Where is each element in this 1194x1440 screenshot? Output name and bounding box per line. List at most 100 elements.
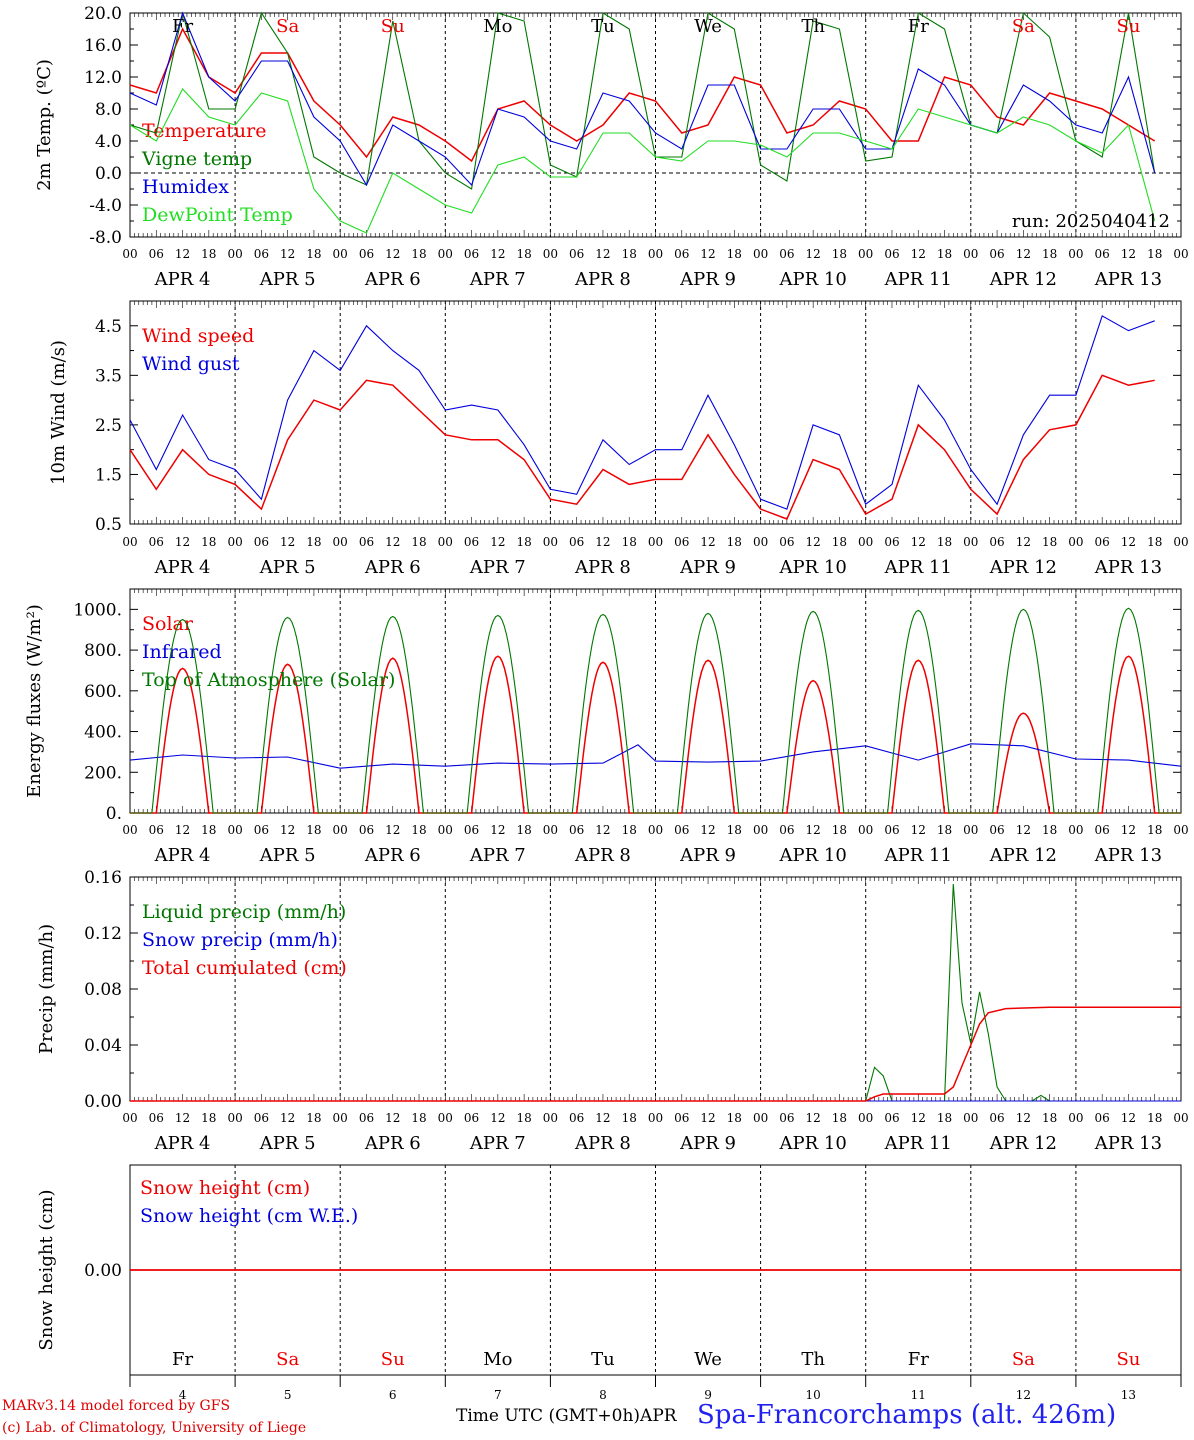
day-number-label: 6 — [389, 1388, 397, 1402]
day-number-label: 8 — [599, 1388, 607, 1402]
x-tick-label: 18 — [201, 1111, 216, 1125]
y-tick-label: 0.5 — [95, 515, 122, 535]
x-tick-label: 00 — [543, 823, 558, 837]
x-tick-label: 18 — [937, 247, 952, 261]
x-tick-label: 00 — [333, 535, 348, 549]
x-tick-label: 00 — [543, 247, 558, 261]
x-tick-label: 12 — [595, 823, 610, 837]
y-tick-label: 0.12 — [84, 924, 122, 944]
x-tick-label: 00 — [122, 535, 137, 549]
day-number-label: 10 — [806, 1388, 821, 1402]
y-tick-label: 2.5 — [95, 416, 122, 436]
date-label: APR 12 — [989, 557, 1057, 578]
x-tick-label: 00 — [753, 823, 768, 837]
x-tick-label: 12 — [1016, 535, 1031, 549]
x-tick-label: 06 — [779, 535, 794, 549]
weekday-label: Mo — [483, 16, 512, 37]
date-label: APR 13 — [1094, 269, 1162, 290]
x-tick-label: 18 — [201, 247, 216, 261]
weekday-label: We — [694, 16, 722, 37]
x-tick-label: 06 — [359, 535, 374, 549]
date-label: APR 10 — [779, 845, 847, 866]
x-tick-label: 00 — [122, 247, 137, 261]
weekday-label: Sa — [276, 16, 299, 37]
date-label: APR 7 — [469, 1133, 526, 1154]
legend-entry: Solar — [142, 613, 194, 635]
weekday-label: Tu — [591, 1349, 615, 1370]
legend-entry: Snow height (cm) — [140, 1177, 310, 1199]
date-label: APR 8 — [574, 269, 631, 290]
lab-credit: (c) Lab. of Climatology, University of L… — [2, 1420, 307, 1436]
x-tick-label: 18 — [516, 247, 531, 261]
x-tick-label: 00 — [1068, 823, 1083, 837]
series-line-humidex — [129, 11, 1156, 187]
weekday-label: Su — [1116, 1349, 1140, 1370]
time-axis-label: Time UTC (GMT+0h)APR — [456, 1406, 677, 1426]
y-tick-label: -4.0 — [89, 196, 122, 216]
model-credit: MARv3.14 model forced by GFS — [2, 1398, 231, 1414]
x-tick-label: 18 — [306, 535, 321, 549]
date-label: APR 11 — [884, 1133, 952, 1154]
x-tick-label: 18 — [306, 823, 321, 837]
x-tick-label: 00 — [227, 1111, 242, 1125]
day-number-label: 12 — [1016, 1388, 1031, 1402]
y-tick-label: 0.0 — [95, 164, 122, 184]
x-tick-label: 00 — [1068, 535, 1083, 549]
x-tick-label: 12 — [911, 1111, 926, 1125]
x-tick-label: 06 — [359, 247, 374, 261]
weekday-label: Sa — [276, 1349, 299, 1370]
x-tick-label: 12 — [175, 535, 190, 549]
x-tick-label: 18 — [411, 535, 426, 549]
date-label: APR 7 — [469, 269, 526, 290]
y-tick-label: 1000. — [73, 600, 122, 620]
x-tick-label: 00 — [753, 247, 768, 261]
x-tick-label: 18 — [937, 823, 952, 837]
y-tick-label: 4.5 — [95, 317, 122, 337]
weekday-label: Fr — [908, 1349, 929, 1370]
x-tick-label: 06 — [569, 535, 584, 549]
x-tick-label: 06 — [464, 247, 479, 261]
series-line-temperature — [129, 27, 1156, 163]
x-tick-label: 12 — [911, 535, 926, 549]
x-tick-label: 12 — [806, 535, 821, 549]
x-tick-label: 00 — [438, 1111, 453, 1125]
y-tick-label: 400. — [84, 723, 122, 743]
legend-entry: Vigne temp — [141, 148, 252, 170]
x-tick-label: 00 — [648, 823, 663, 837]
x-tick-label: 12 — [595, 1111, 610, 1125]
x-tick-label: 18 — [1147, 535, 1162, 549]
date-label: APR 10 — [779, 1133, 847, 1154]
legend-entry: Humidex — [142, 176, 229, 198]
x-tick-label: 18 — [201, 823, 216, 837]
legend-entry: Liquid precip (mm/h) — [142, 901, 346, 923]
x-tick-label: 06 — [884, 247, 899, 261]
x-tick-label: 06 — [779, 1111, 794, 1125]
x-tick-label: 12 — [490, 535, 505, 549]
y-tick-label: 3.5 — [95, 366, 122, 386]
x-tick-label: 18 — [1147, 1111, 1162, 1125]
x-tick-label: 00 — [858, 823, 873, 837]
x-tick-label: 18 — [622, 535, 637, 549]
x-tick-label: 06 — [254, 823, 269, 837]
date-label: APR 4 — [154, 557, 211, 578]
date-label: APR 13 — [1094, 845, 1162, 866]
x-tick-label: 00 — [963, 535, 978, 549]
x-tick-label: 06 — [569, 823, 584, 837]
x-tick-label: 12 — [806, 1111, 821, 1125]
x-tick-label: 00 — [648, 535, 663, 549]
x-tick-label: 00 — [1173, 1111, 1188, 1125]
series-line-dewpoint-temp — [129, 88, 1156, 234]
x-tick-label: 12 — [1121, 823, 1136, 837]
x-tick-label: 00 — [122, 1111, 137, 1125]
y-tick-label: 600. — [84, 682, 122, 702]
series-line-wind-speed — [129, 374, 1155, 520]
x-tick-label: 12 — [385, 1111, 400, 1125]
x-tick-label: 06 — [359, 1111, 374, 1125]
x-tick-label: 06 — [149, 1111, 164, 1125]
x-tick-label: 18 — [1147, 247, 1162, 261]
x-tick-label: 00 — [753, 1111, 768, 1125]
y-tick-label: 0.00 — [84, 1092, 122, 1112]
series-line-vigne-temp — [129, 11, 1156, 190]
legend-entry: Total cumulated (cm) — [142, 957, 347, 979]
x-tick-label: 06 — [674, 535, 689, 549]
